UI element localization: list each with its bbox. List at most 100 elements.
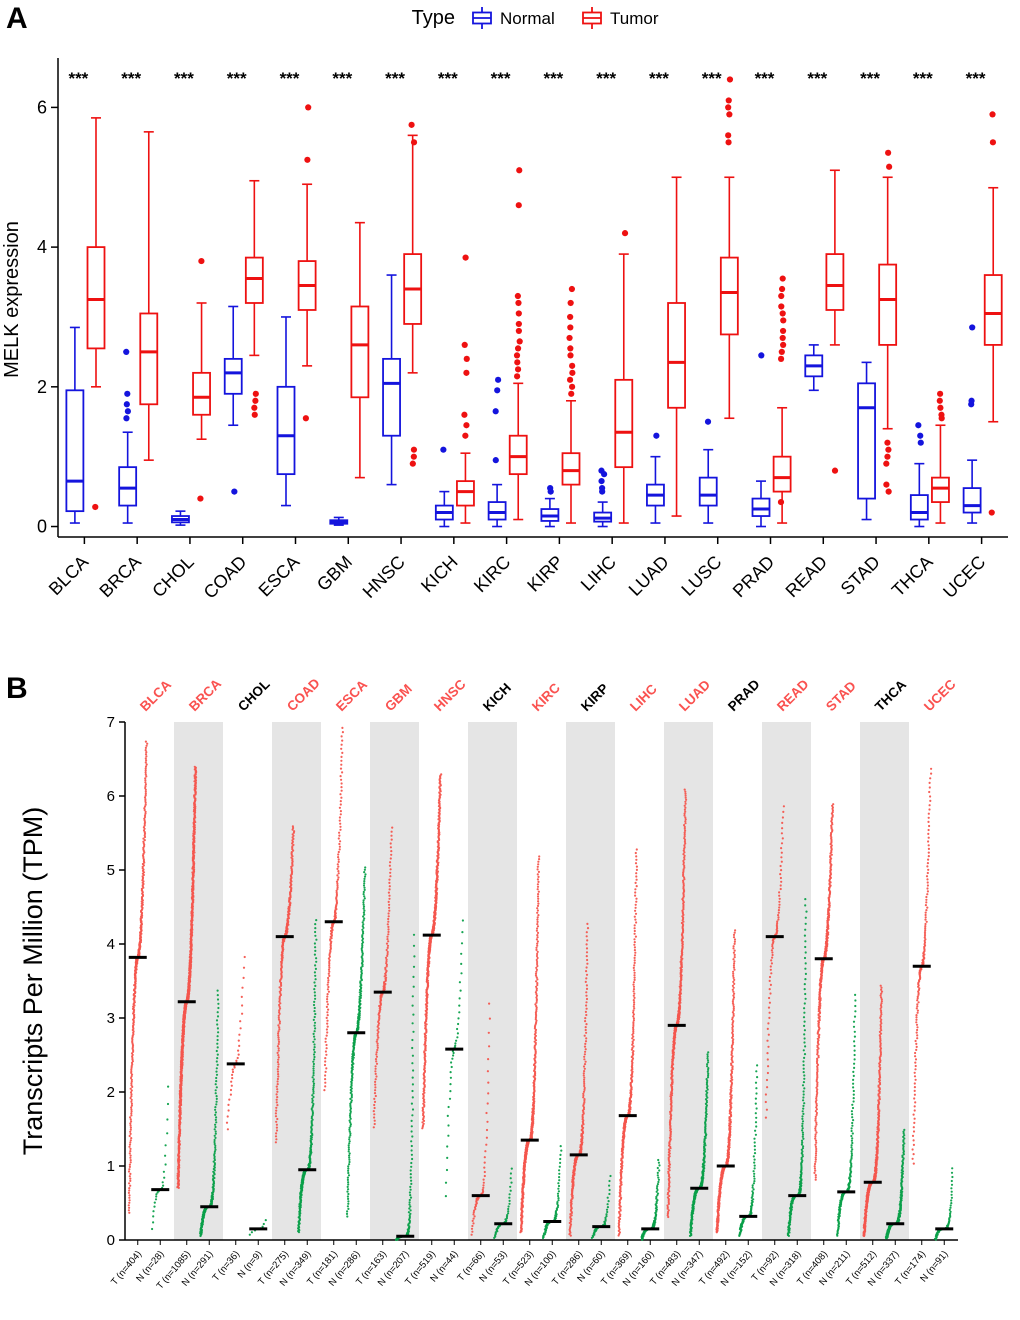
outlier-dot bbox=[598, 478, 605, 485]
x-category-label: LIHC bbox=[577, 552, 620, 595]
outlier-dot bbox=[567, 345, 574, 352]
significance-stars: *** bbox=[913, 69, 933, 88]
outlier-dot bbox=[92, 503, 99, 511]
y-axis-title: MELK expression bbox=[1, 221, 23, 378]
outlier-dot bbox=[514, 373, 521, 380]
background-band bbox=[468, 722, 517, 1240]
dotstrip-BLCA-tumor bbox=[127, 740, 149, 1214]
background-band bbox=[664, 722, 713, 1240]
boxplot-BLCA-tumor bbox=[86, 117, 106, 511]
outlier-dot bbox=[516, 338, 523, 345]
dotstrip-ESCA-tumor bbox=[323, 726, 344, 1092]
outlier-dot bbox=[778, 292, 785, 300]
outlier-dot bbox=[917, 432, 924, 439]
significance-stars: *** bbox=[280, 69, 300, 88]
x-sample-label: T (n=36) bbox=[210, 1249, 242, 1284]
dotstrip-GBM-tumor bbox=[372, 826, 394, 1129]
outlier-dot bbox=[778, 348, 785, 355]
x-category-label: HNSC bbox=[359, 552, 409, 602]
panel-b-dotstrip-chart: 0 1 2 3 4 5 6 7 Transcripts Per Million (TPM) BLC… bbox=[18, 675, 959, 1291]
outlier-dot bbox=[883, 460, 890, 467]
outlier-dot bbox=[462, 254, 469, 261]
outlier-dot bbox=[547, 485, 554, 492]
y-tick-label: 0 bbox=[37, 517, 47, 537]
dotstrip-PRAD-tumor bbox=[715, 929, 737, 1234]
outlier-dot bbox=[884, 439, 891, 446]
y-tick-label: 7 bbox=[107, 714, 115, 731]
outlier-dot bbox=[777, 498, 785, 506]
outlier-dot bbox=[569, 369, 576, 376]
y-tick-label: 2 bbox=[107, 1084, 115, 1101]
outlier-dot bbox=[123, 348, 130, 355]
outlier-dot bbox=[726, 111, 733, 118]
significance-stars: *** bbox=[121, 69, 141, 88]
outlier-dot bbox=[440, 446, 447, 453]
cancer-label: ESCA bbox=[333, 677, 370, 714]
dotstrip-BRCA-normal bbox=[199, 989, 220, 1238]
boxplot-LUSC-normal bbox=[698, 418, 718, 524]
boxplot-BRCA-normal bbox=[118, 348, 138, 524]
significance-stars: *** bbox=[807, 69, 827, 88]
dotstrip-KIRC-normal bbox=[541, 1145, 563, 1240]
boxplot-LIHC-tumor bbox=[614, 230, 634, 524]
outlier-dot bbox=[492, 408, 499, 415]
outlier-dot bbox=[410, 139, 418, 146]
outlier-dot bbox=[704, 418, 712, 425]
outlier-dot bbox=[988, 509, 995, 516]
boxplot-ESCA-normal bbox=[276, 316, 296, 507]
dotstrip-HNSC-tumor bbox=[421, 773, 443, 1130]
outlier-dot bbox=[566, 376, 574, 383]
outlier-dot bbox=[568, 285, 576, 293]
outlier-dot bbox=[778, 303, 785, 310]
outlier-dot bbox=[779, 275, 786, 282]
significance-stars: *** bbox=[227, 69, 247, 88]
outlier-dot bbox=[937, 404, 944, 411]
outlier-dot bbox=[515, 310, 522, 317]
outlier-dot bbox=[515, 299, 522, 307]
cancer-label: LUAD bbox=[676, 677, 713, 714]
dotstrip-CHOL-tumor bbox=[225, 955, 246, 1131]
outlier-dot bbox=[568, 390, 575, 397]
boxplot-CHOL-normal bbox=[171, 510, 190, 526]
y-tick-label: 0 bbox=[107, 1232, 115, 1249]
outlier-dot bbox=[492, 457, 499, 464]
cancer-label: KIRP bbox=[578, 681, 611, 714]
boxplot-CHOL-tumor bbox=[192, 257, 211, 502]
outlier-dot bbox=[566, 334, 573, 342]
x-category-label: BRCA bbox=[95, 552, 145, 602]
significance-stars: *** bbox=[649, 69, 669, 88]
outlier-dot bbox=[567, 324, 574, 331]
boxplot-THCA-normal bbox=[909, 422, 929, 528]
boxplot-KIRC-tumor bbox=[508, 167, 528, 521]
boxplot-PRAD-tumor bbox=[772, 275, 792, 524]
dotstrip-HNSC-normal bbox=[444, 919, 464, 1198]
y-tick-label: 6 bbox=[107, 788, 115, 805]
outlier-dot bbox=[251, 404, 258, 411]
boxplot-PRAD-normal bbox=[751, 352, 771, 528]
background-band bbox=[860, 722, 909, 1240]
cancer-label: KIRC bbox=[529, 680, 563, 714]
outlier-dot bbox=[779, 310, 786, 317]
y-tick-label: 5 bbox=[107, 862, 115, 879]
boxplot-GBM-tumor bbox=[350, 221, 370, 479]
x-category-label: CHOL bbox=[148, 552, 198, 602]
outlier-dot bbox=[599, 485, 606, 492]
significance-stars: *** bbox=[596, 69, 616, 88]
outlier-dot bbox=[779, 334, 786, 342]
significance-stars: *** bbox=[543, 69, 563, 88]
outlier-dot bbox=[725, 97, 732, 104]
legend-title: Type bbox=[412, 7, 455, 29]
boxplot-KICH-normal bbox=[434, 446, 454, 528]
outlier-dot bbox=[461, 411, 468, 418]
outlier-dot bbox=[886, 163, 893, 170]
significance-stars: *** bbox=[755, 69, 775, 88]
x-category-label: LUAD bbox=[625, 552, 673, 600]
outlier-dot bbox=[777, 355, 785, 362]
cancer-label: READ bbox=[774, 676, 812, 714]
dotstrip-STAD-normal bbox=[836, 993, 857, 1237]
legend-tumor-label: Tumor bbox=[610, 9, 659, 28]
outlier-dot bbox=[123, 415, 130, 422]
outlier-dot bbox=[124, 390, 131, 397]
outlier-dot bbox=[885, 149, 892, 156]
outlier-dot bbox=[408, 121, 415, 128]
